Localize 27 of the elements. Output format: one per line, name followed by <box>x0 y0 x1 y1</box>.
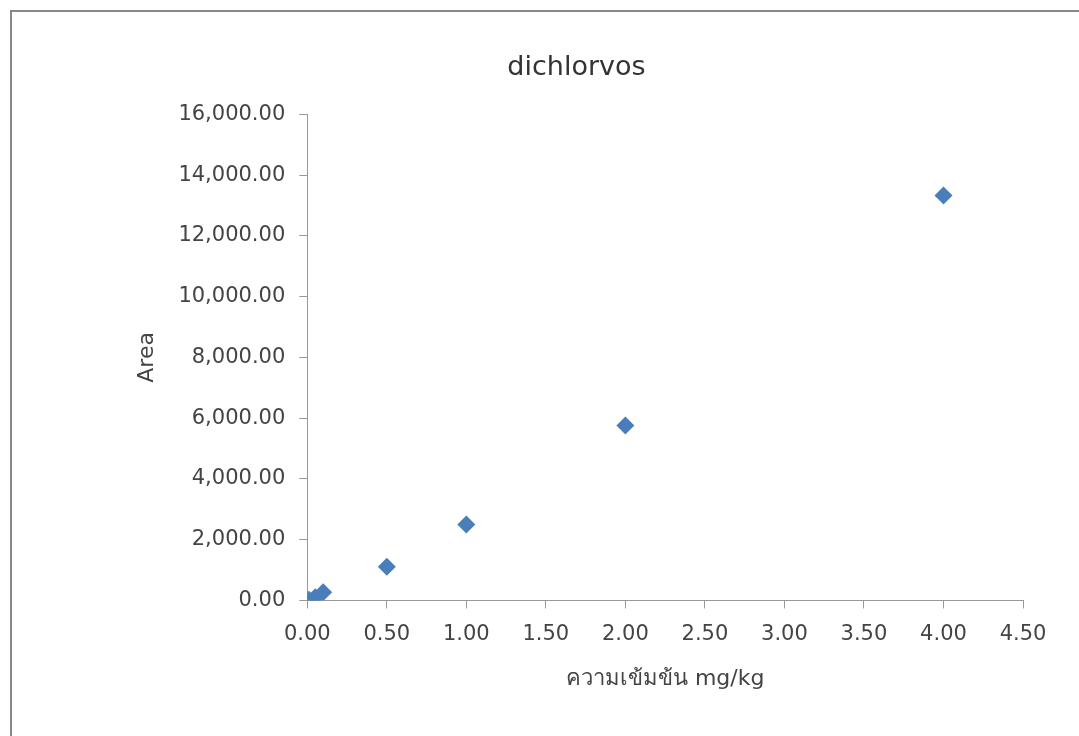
point <box>377 557 396 576</box>
y-tick-label: 10,000.00 <box>178 283 286 308</box>
x-tick-label: 3.00 <box>761 621 808 646</box>
x-tick-label: 2.00 <box>601 621 649 646</box>
y-tick-label: 16,000.00 <box>178 100 286 125</box>
x-tick-label: 1.00 <box>442 621 490 646</box>
y-tick-label: 12,000.00 <box>178 222 286 247</box>
y-tick-label: 2,000.00 <box>191 526 286 551</box>
x-tick-label: 4.50 <box>999 621 1047 646</box>
y-tick-label: 6,000.00 <box>191 404 286 429</box>
x-tick-label: 3.50 <box>840 621 888 646</box>
point <box>314 583 333 601</box>
chart-title: dichlorvos <box>507 50 646 82</box>
x-axis-title: ความเข้มข้น mg/kg <box>565 664 765 690</box>
point <box>457 515 476 534</box>
point <box>616 416 635 435</box>
x-tick-label: 0.00 <box>283 621 331 646</box>
y-tick-label: 0.00 <box>238 586 286 611</box>
y-tick-label: 4,000.00 <box>191 465 286 490</box>
y-tick-label: 14,000.00 <box>178 161 286 186</box>
x-tick-label: 1.50 <box>522 621 570 646</box>
x-tick-label: 2.50 <box>681 621 729 646</box>
x-tick-label: 4.00 <box>920 621 967 646</box>
y-tick-label: 8,000.00 <box>191 343 286 368</box>
y-axis-title: Area <box>132 332 158 383</box>
x-tick-label: 0.50 <box>363 621 411 646</box>
point <box>934 186 953 205</box>
